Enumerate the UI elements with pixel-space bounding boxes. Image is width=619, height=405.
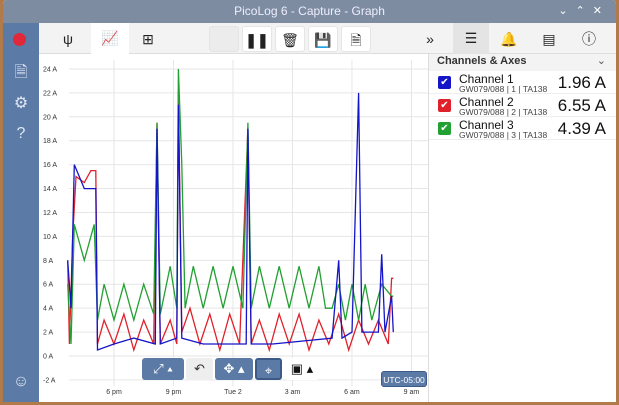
y-tick-label: 16 A — [43, 162, 57, 169]
series-line-channel-3 — [67, 68, 394, 345]
x-tick-label: 3 am — [285, 389, 301, 396]
y-tick-label: 12 A — [43, 210, 57, 217]
info-icon[interactable]: ⓘ — [582, 31, 596, 47]
settings-icon[interactable]: ⚙ — [13, 95, 29, 112]
y-tick-label: -2 A — [43, 377, 56, 384]
record-icon[interactable] — [13, 33, 26, 46]
x-tick-label: 9 pm — [166, 389, 182, 396]
channel-source: GW079/088 | 1 | TA138 — [459, 84, 548, 94]
panel-title: Channels & Axes — [437, 55, 527, 67]
pan-tool-button[interactable]: ✥ ▴ — [215, 358, 253, 380]
channel-row[interactable]: ✔ Channel 1 GW079/088 | 1 | TA138 1.96 A — [429, 71, 616, 94]
close-button[interactable]: ✕ — [592, 5, 610, 17]
save-icon[interactable]: 💾 — [308, 26, 338, 52]
channel-name: Channel 2 — [459, 95, 514, 109]
zoom-tool-button[interactable]: ⤢ ▴ — [142, 358, 184, 380]
y-tick-label: 24 A — [43, 66, 57, 73]
alarm-icon[interactable]: 🔔 — [500, 31, 518, 47]
y-tick-label: 14 A — [43, 186, 57, 193]
y-tick-label: 8 A — [43, 258, 53, 265]
delete-icon[interactable]: 🗑 — [275, 26, 305, 52]
x-tick-label: 9 am — [404, 389, 420, 396]
series-line-channel-1 — [67, 92, 394, 351]
y-tick-label: 22 A — [43, 90, 57, 97]
panel-header[interactable]: Channels & Axes ⌄ — [429, 54, 616, 71]
help-icon[interactable]: ? — [16, 125, 26, 142]
smiley-icon[interactable]: ☺ — [12, 373, 30, 390]
y-tick-label: 10 A — [43, 234, 57, 241]
x-tick-label: 6 pm — [106, 389, 122, 396]
channel-checkbox[interactable]: ✔ — [438, 122, 451, 135]
graph-icon[interactable]: 📈 — [91, 23, 129, 54]
y-tick-label: 2 A — [43, 330, 53, 337]
crosshair-button[interactable]: ⌖ — [255, 358, 282, 380]
channel-source: GW079/088 | 3 | TA138 — [459, 130, 548, 140]
pause-icon[interactable]: ❚❚ — [242, 26, 272, 52]
add-note-button[interactable]: ▣ ▴ — [285, 358, 319, 380]
chevron-down-icon[interactable]: ⌄ — [596, 55, 606, 67]
channels-list-icon[interactable]: ☰ — [453, 23, 489, 54]
channel-name: Channel 3 — [459, 118, 514, 132]
channel-checkbox[interactable]: ✔ — [438, 76, 451, 89]
file-icon[interactable]: 🗎 — [14, 64, 28, 81]
x-tick-label: 6 am — [344, 389, 360, 396]
channel-name: Channel 1 — [459, 72, 514, 86]
minimize-button[interactable]: ⌄ — [558, 5, 576, 17]
maximize-button[interactable]: ⌃ — [575, 5, 593, 17]
y-tick-label: 20 A — [43, 114, 57, 121]
line-chart[interactable]: -2 A 0 A 2 A 4 A 6 A 8 A 10 A 12 A 14 A 16 A 18 A 2… — [39, 54, 428, 402]
toolbar: ψ 📈 ⊞ ❚❚ 🗑 💾 🗎 » ☰ 🔔 ▤ ⓘ — [39, 23, 616, 54]
blank-button — [209, 26, 239, 52]
channel-value: 4.39 A — [557, 119, 606, 138]
y-tick-label: 0 A — [43, 354, 53, 361]
timezone-badge[interactable]: UTC-05:00 — [381, 371, 427, 387]
app-window: PicoLog 6 - Capture - Graph ⌄⌃✕ 🗎 ⚙ ? ☺ … — [3, 0, 616, 402]
graph-area[interactable]: -2 A 0 A 2 A 4 A 6 A 8 A 10 A 12 A 14 A 16 A 18 A 2… — [39, 54, 428, 402]
usb-icon[interactable]: ψ — [63, 31, 73, 47]
table-icon[interactable]: ⊞ — [142, 31, 154, 47]
channel-value: 1.96 A — [557, 73, 606, 92]
channel-source: GW079/088 | 2 | TA138 — [459, 107, 548, 117]
channel-row[interactable]: ✔ Channel 2 GW079/088 | 2 | TA138 6.55 A — [429, 94, 616, 117]
sidebar: 🗎 ⚙ ? ☺ — [3, 23, 39, 402]
export-icon[interactable]: 🗎 — [341, 26, 371, 52]
channel-checkbox[interactable]: ✔ — [438, 99, 451, 112]
window-title: PicoLog 6 - Capture - Graph — [234, 4, 385, 18]
channels-panel: Channels & Axes ⌄ ✔ Channel 1 GW079/088 |… — [428, 54, 616, 402]
channel-value: 6.55 A — [557, 96, 606, 115]
y-tick-label: 4 A — [43, 306, 53, 313]
more-icon[interactable]: » — [426, 31, 434, 47]
notes-icon[interactable]: ▤ — [542, 31, 556, 47]
title-bar: PicoLog 6 - Capture - Graph ⌄⌃✕ — [3, 0, 616, 23]
undo-button[interactable]: ↶ — [186, 358, 213, 380]
plot-area — [69, 60, 428, 386]
x-tick-label: Tue 2 — [224, 389, 242, 396]
channel-row[interactable]: ✔ Channel 3 GW079/088 | 3 | TA138 4.39 A — [429, 117, 616, 140]
series-line-channel-2 — [67, 92, 394, 353]
y-tick-label: 6 A — [43, 282, 53, 289]
y-tick-label: 18 A — [43, 138, 57, 145]
